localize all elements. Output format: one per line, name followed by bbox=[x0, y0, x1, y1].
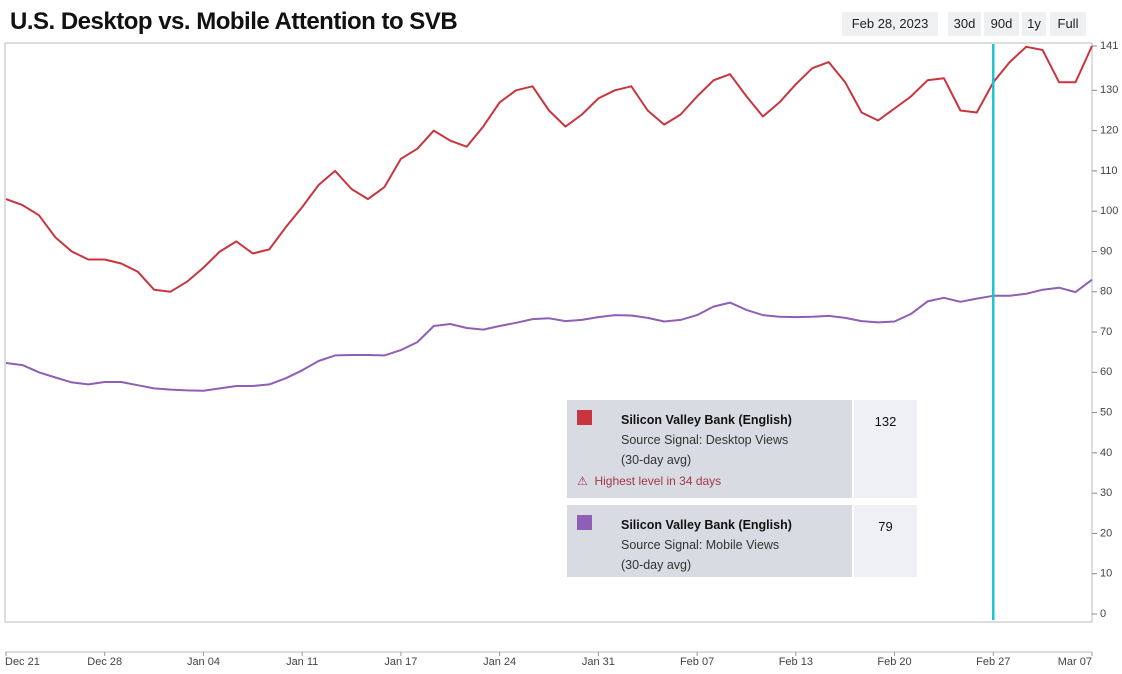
x-tick-label: Jan 04 bbox=[187, 656, 220, 668]
x-tick-label: Jan 11 bbox=[286, 656, 318, 668]
range-button[interactable]: 30d bbox=[948, 12, 981, 36]
series-name: Silicon Valley Bank (English) bbox=[621, 518, 792, 532]
tooltip-value: 79 bbox=[854, 505, 917, 577]
x-tick-label: Feb 13 bbox=[779, 656, 813, 668]
y-tick-label: 10 bbox=[1100, 568, 1112, 580]
series-name: Silicon Valley Bank (English) bbox=[621, 413, 792, 427]
y-tick-label: 130 bbox=[1100, 84, 1118, 96]
signal: Source Signal: Mobile Views bbox=[621, 538, 780, 552]
legend-swatch bbox=[577, 515, 592, 530]
tooltip-entry: Silicon Valley Bank (English) Source Sign… bbox=[567, 505, 917, 577]
tooltip-value: 132 bbox=[854, 400, 917, 498]
y-tick-label: 0 bbox=[1100, 608, 1106, 620]
y-tick-label: 100 bbox=[1100, 205, 1118, 217]
tooltip-entry: Silicon Valley Bank (English) Source Sign… bbox=[567, 400, 917, 498]
y-tick-label: 30 bbox=[1100, 487, 1112, 499]
avg: (30-day avg) bbox=[621, 453, 692, 467]
x-tick-label: Dec 28 bbox=[87, 656, 122, 668]
y-tick-label: 70 bbox=[1100, 326, 1112, 338]
x-tick-label: Dec 21 bbox=[5, 656, 40, 668]
x-tick-label: Feb 07 bbox=[680, 656, 714, 668]
y-tick-label: 80 bbox=[1100, 286, 1112, 298]
tooltip-left: Silicon Valley Bank (English) Source Sign… bbox=[567, 505, 852, 577]
y-tick-label: 120 bbox=[1100, 125, 1118, 137]
y-tick-label: 60 bbox=[1100, 366, 1112, 378]
x-tick-label: Jan 31 bbox=[582, 656, 615, 668]
x-tick-label: Feb 20 bbox=[877, 656, 911, 668]
chart-title: U.S. Desktop vs. Mobile Attention to SVB bbox=[10, 8, 458, 35]
y-tick-label: 110 bbox=[1100, 165, 1118, 177]
tooltip-text: Silicon Valley Bank (English) Source Sign… bbox=[621, 515, 792, 575]
x-tick-label: Mar 07 bbox=[1058, 656, 1092, 668]
signal: Source Signal: Desktop Views bbox=[621, 433, 789, 447]
series-line bbox=[5, 45, 1093, 293]
tooltip-left: Silicon Valley Bank (English) Source Sign… bbox=[567, 400, 852, 498]
x-tick-label: Jan 17 bbox=[384, 656, 417, 668]
legend-swatch bbox=[577, 410, 592, 425]
y-tick-label: 141 bbox=[1100, 40, 1118, 52]
y-tick-label: 40 bbox=[1100, 447, 1112, 459]
x-tick-label: Jan 24 bbox=[483, 656, 516, 668]
plot-frame bbox=[4, 42, 1093, 623]
series-line bbox=[5, 278, 1093, 392]
range-button[interactable]: 1y bbox=[1022, 12, 1046, 36]
range-button[interactable]: Full bbox=[1050, 12, 1086, 36]
y-tick-label: 20 bbox=[1100, 527, 1112, 539]
tooltip-text: Silicon Valley Bank (English) Source Sign… bbox=[621, 410, 792, 470]
date-label[interactable]: Feb 28, 2023 bbox=[842, 12, 938, 36]
note-text: Highest level in 34 days bbox=[594, 474, 722, 488]
y-tick-label: 90 bbox=[1100, 245, 1112, 257]
y-tick-label: 50 bbox=[1100, 406, 1112, 418]
range-button[interactable]: 90d bbox=[984, 12, 1019, 36]
note: ⚠ Highest level in 34 days bbox=[577, 474, 722, 488]
avg: (30-day avg) bbox=[621, 558, 692, 572]
x-tick-label: Feb 27 bbox=[976, 656, 1010, 668]
